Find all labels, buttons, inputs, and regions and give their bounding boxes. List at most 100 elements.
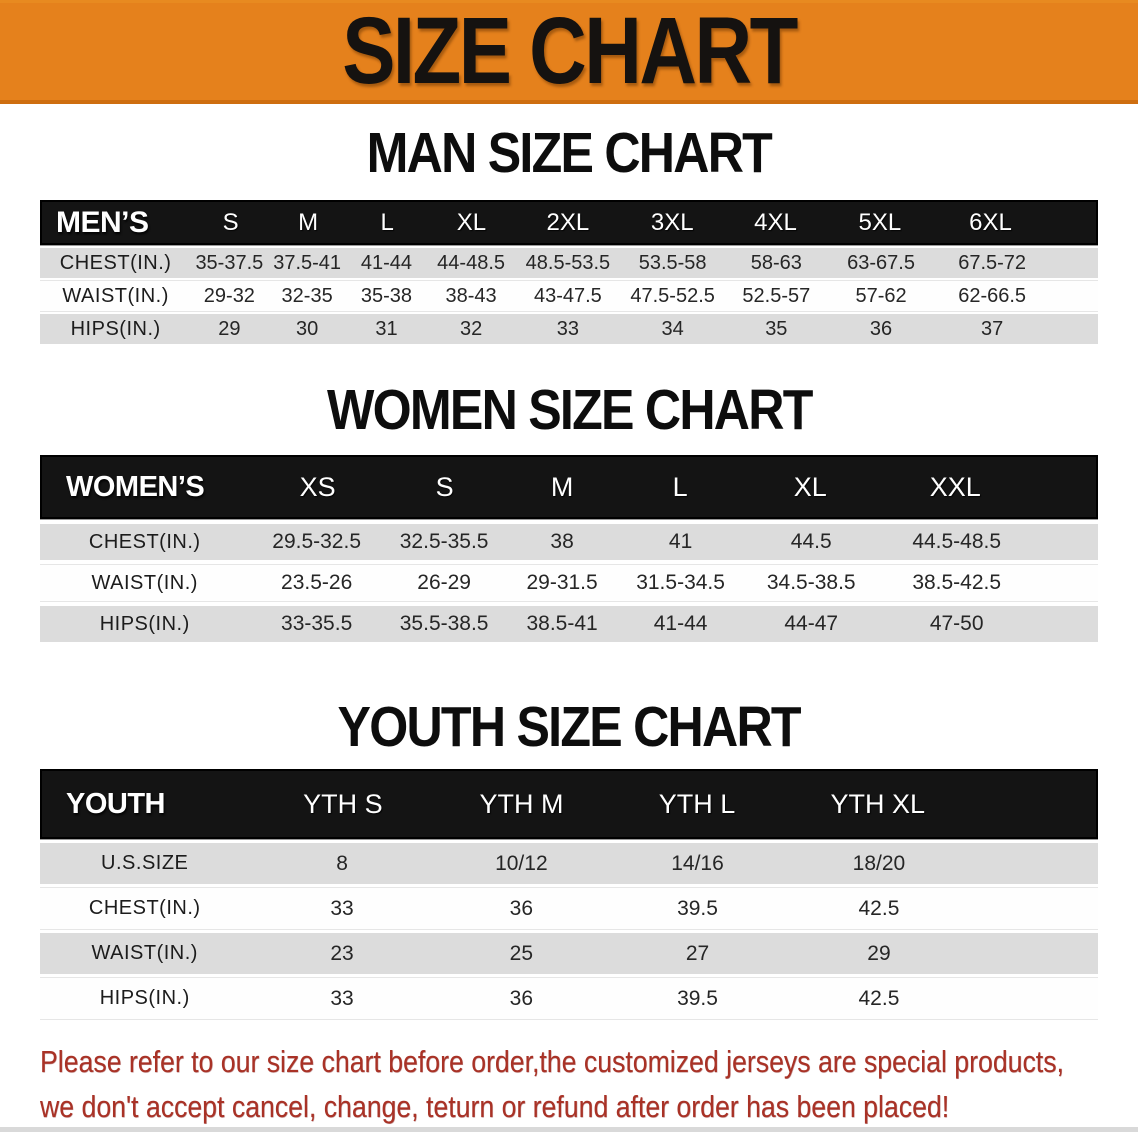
women-table-header: WOMEN’S XS S M L XL XXL: [40, 455, 1098, 519]
men-hips-in-value-3xl: 34: [661, 317, 684, 340]
men-waist-in-value-2xl: 43-47.5: [533, 284, 602, 307]
men-waist-in-value-l: 35-38: [360, 284, 413, 307]
youth-u-s-size-value-yth-l: 14/16: [671, 851, 724, 875]
men-size-table: MEN’S S M L XL 2XL 3XL 4XL 5XL 6XL CHEST(IN.) 35-37…: [40, 200, 1098, 344]
women-row-hips-in: HIPS(IN.) 33-35.5 35.5-38.5 38.5-41 41-44 44-…: [40, 606, 1098, 642]
youth-chest-in-value-yth-xl: 42.5: [858, 896, 900, 920]
men-row-label-hips-in: HIPS(IN.): [70, 317, 161, 340]
banner-title: SIZE CHART: [342, 0, 798, 104]
men-header-label: MEN’S: [56, 205, 149, 239]
youth-row-label-hips-in: HIPS(IN.): [99, 987, 190, 1009]
women-row-label-waist-in: WAIST(IN.): [91, 571, 198, 594]
men-hips-in-value-s: 29: [218, 317, 241, 340]
women-hips-in-value-xl: 44-47: [784, 612, 839, 635]
women-header-size-xxl: XXL: [929, 471, 981, 502]
youth-chest-in-value-yth-l: 39.5: [677, 896, 718, 920]
size-chart-banner: SIZE CHART: [0, 0, 1138, 104]
youth-size-chart-section: YOUTH SIZE CHART YOUTH YTH S YTH M YTH L YTH…: [0, 699, 1138, 1019]
women-chest-in-value-m: 38: [550, 530, 574, 553]
men-hips-in-value-l: 31: [375, 317, 398, 340]
women-header-size-l: L: [672, 471, 688, 502]
women-waist-in-value-xl: 34.5-38.5: [766, 571, 856, 594]
youth-row-waist-in: WAIST(IN.) 23 25 27 29: [40, 933, 1098, 974]
man-section-title: MAN SIZE CHART: [0, 125, 1138, 182]
bottom-edge-strip: [0, 1127, 1138, 1132]
youth-waist-in-value-yth-xl: 29: [867, 941, 891, 965]
men-waist-in-value-3xl: 47.5-52.5: [630, 284, 715, 307]
women-header-label: WOMEN’S: [66, 470, 205, 503]
women-header-size-xl: XL: [793, 471, 827, 502]
men-header-size-5xl: 5XL: [858, 208, 902, 236]
women-hips-in-value-m: 38.5-41: [526, 612, 598, 635]
women-hips-in-value-s: 35.5-38.5: [399, 612, 489, 635]
youth-chest-in-value-yth-m: 36: [509, 896, 534, 920]
women-chest-in-value-s: 32.5-35.5: [399, 530, 489, 553]
men-row-hips-in: HIPS(IN.) 29 30 31 32 33 34 35 36 37: [40, 314, 1098, 344]
men-row-chest-in: CHEST(IN.) 35-37.5 37.5-41 41-44 44-48.5 48.5…: [40, 248, 1098, 278]
youth-row-hips-in: HIPS(IN.) 33 36 39.5 42.5: [40, 978, 1098, 1019]
youth-hips-in-value-yth-m: 36: [509, 986, 534, 1010]
youth-header-size-yth-m: YTH M: [479, 788, 564, 819]
men-chest-in-value-2xl: 48.5-53.5: [525, 251, 611, 274]
youth-u-s-size-value-yth-s: 8: [336, 851, 348, 875]
women-waist-in-value-s: 26-29: [417, 571, 471, 594]
men-waist-in-value-5xl: 57-62: [855, 284, 907, 307]
order-disclaimer: Please refer to our size chart before or…: [40, 1039, 1138, 1129]
men-row-label-chest-in: CHEST(IN.): [59, 251, 172, 274]
youth-section-title: YOUTH SIZE CHART: [0, 699, 1138, 756]
men-header-size-l: L: [380, 208, 394, 236]
youth-size-table: YOUTH YTH S YTH M YTH L YTH XL U.S.SIZE 8 10/12…: [40, 769, 1098, 1019]
women-header-size-s: S: [435, 471, 454, 502]
youth-header-size-yth-s: YTH S: [303, 788, 383, 819]
women-row-label-hips-in: HIPS(IN.): [99, 612, 190, 635]
men-waist-in-value-4xl: 52.5-57: [742, 284, 811, 307]
women-waist-in-value-xxl: 38.5-42.5: [912, 571, 1002, 594]
men-header-size-4xl: 4XL: [754, 208, 797, 236]
youth-row-label-chest-in: CHEST(IN.): [88, 897, 201, 919]
men-table-header: MEN’S S M L XL 2XL 3XL 4XL 5XL 6XL: [40, 200, 1098, 245]
men-header-size-s: S: [222, 208, 239, 236]
women-chest-in-value-xxl: 44.5-48.5: [912, 530, 1002, 553]
youth-hips-in-value-yth-s: 33: [330, 986, 354, 1010]
men-waist-in-value-xl: 38-43: [445, 284, 497, 307]
youth-header-size-yth-l: YTH L: [658, 788, 736, 819]
youth-row-u-s-size: U.S.SIZE 8 10/12 14/16 18/20: [40, 843, 1098, 884]
women-size-chart-section: WOMEN SIZE CHART WOMEN’S XS S M L XL XXL CHEST(…: [0, 382, 1138, 642]
youth-table-header: YOUTH YTH S YTH M YTH L YTH XL: [40, 769, 1098, 839]
men-chest-in-value-xl: 44-48.5: [437, 251, 506, 274]
youth-header-label: YOUTH: [66, 787, 165, 820]
women-size-table: WOMEN’S XS S M L XL XXL CHEST(IN.) 29.5-32.5 32.5…: [40, 455, 1098, 642]
women-section-title: WOMEN SIZE CHART: [0, 382, 1138, 439]
men-hips-in-value-6xl: 37: [981, 317, 1004, 340]
men-header-size-xl: XL: [456, 208, 487, 236]
men-chest-in-value-3xl: 53.5-58: [638, 251, 707, 274]
women-row-chest-in: CHEST(IN.) 29.5-32.5 32.5-35.5 38 41 44.5 44.5…: [40, 524, 1098, 560]
men-hips-in-value-xl: 32: [459, 317, 483, 340]
men-chest-in-value-4xl: 58-63: [750, 251, 802, 274]
women-waist-in-value-xs: 23.5-26: [281, 571, 353, 594]
men-chest-in-value-s: 35-37.5: [195, 251, 264, 274]
youth-row-chest-in: CHEST(IN.) 33 36 39.5 42.5: [40, 888, 1098, 929]
women-header-size-m: M: [550, 471, 574, 502]
women-waist-in-value-m: 29-31.5: [526, 571, 598, 594]
women-row-label-chest-in: CHEST(IN.): [88, 530, 201, 553]
disclaimer-line-1: Please refer to our size chart before or…: [40, 1044, 1064, 1079]
women-section-title-text: WOMEN SIZE CHART: [326, 378, 813, 442]
youth-row-label-u-s-size: U.S.SIZE: [101, 852, 189, 874]
youth-u-s-size-value-yth-m: 10/12: [495, 851, 548, 875]
women-chest-in-value-xs: 29.5-32.5: [272, 530, 362, 553]
men-header-size-6xl: 6XL: [969, 208, 1012, 236]
youth-row-label-waist-in: WAIST(IN.): [91, 942, 198, 964]
youth-header-size-yth-xl: YTH XL: [830, 788, 926, 819]
man-size-chart-section: MAN SIZE CHART MEN’S S M L XL 2XL 3XL 4XL 5XL 6XL…: [0, 125, 1138, 344]
women-chest-in-value-xl: 44.5: [790, 530, 832, 553]
women-hips-in-value-xs: 33-35.5: [281, 612, 353, 635]
youth-hips-in-value-yth-xl: 42.5: [858, 986, 900, 1010]
man-section-title-text: MAN SIZE CHART: [366, 121, 773, 185]
women-chest-in-value-l: 41: [668, 530, 693, 553]
men-hips-in-value-5xl: 36: [869, 317, 893, 340]
women-waist-in-value-l: 31.5-34.5: [636, 571, 725, 594]
men-chest-in-value-6xl: 67.5-72: [958, 251, 1027, 274]
men-hips-in-value-4xl: 35: [765, 317, 788, 340]
men-waist-in-value-6xl: 62-66.5: [958, 284, 1027, 307]
